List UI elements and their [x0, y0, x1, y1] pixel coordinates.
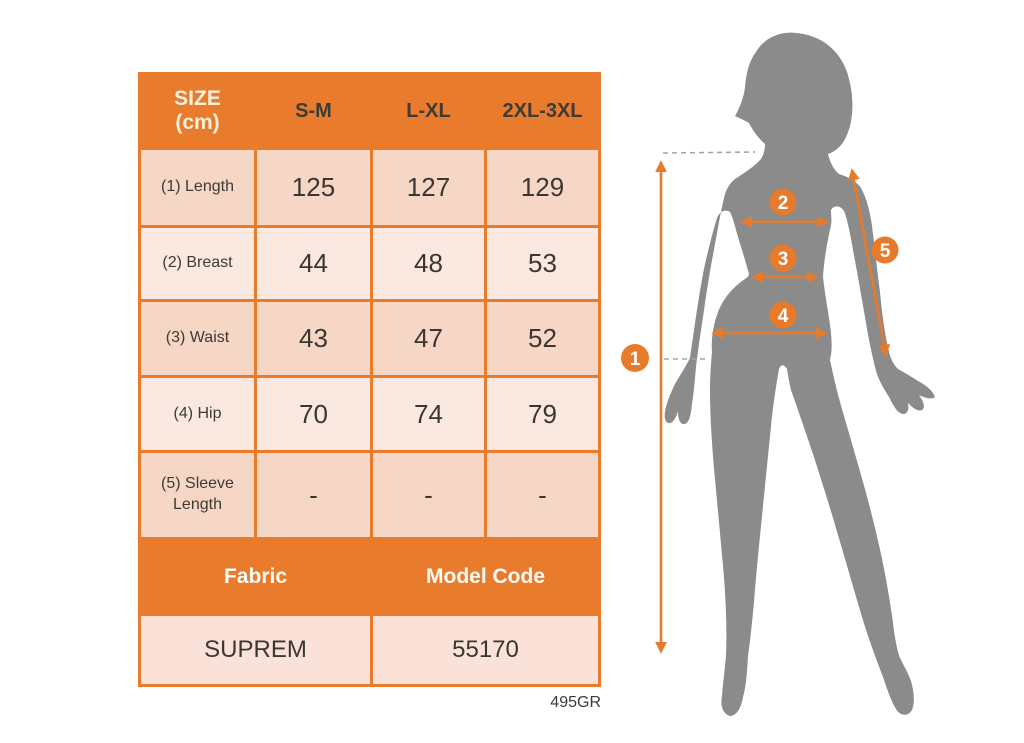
fabric-header: Fabric — [141, 540, 370, 613]
value-breast-sm: 44 — [257, 228, 370, 299]
value-waist-sm: 43 — [257, 302, 370, 375]
model-code-value: 55170 — [373, 616, 598, 684]
value-hip-lxl: 74 — [373, 378, 484, 450]
value-breast-2xl3xl: 53 — [487, 228, 598, 299]
marker-3: 3 — [769, 244, 797, 272]
value-hip-sm: 70 — [257, 378, 370, 450]
marker-1-label: 1 — [630, 349, 641, 370]
sleeve-arrow — [847, 168, 891, 357]
marker-1: 1 — [621, 344, 649, 372]
value-waist-2xl3xl: 52 — [487, 302, 598, 375]
size-table: SIZE (cm) S-M L-XL 2XL-3XL (1) Length 12… — [138, 72, 601, 687]
marker-2: 2 — [769, 188, 797, 216]
shoulder-dashed-line — [662, 151, 756, 154]
row-label-breast: (2) Breast — [141, 228, 254, 299]
size-column-header-lxl: L-XL — [373, 75, 484, 147]
marker-2-label: 2 — [778, 193, 789, 214]
row-label-hip: (4) Hip — [141, 378, 254, 450]
value-length-sm: 125 — [257, 150, 370, 225]
value-hip-2xl3xl: 79 — [487, 378, 598, 450]
marker-4-label: 4 — [778, 306, 789, 327]
value-sleeve-2xl3xl: - — [487, 453, 598, 537]
size-column-header-sm: S-M — [257, 75, 370, 147]
measurement-figure: 1 2 3 4 5 — [618, 0, 1013, 738]
value-waist-lxl: 47 — [373, 302, 484, 375]
size-column-header-2xl3xl: 2XL-3XL — [487, 75, 598, 147]
weight-note: 495GR — [550, 694, 601, 711]
value-length-lxl: 127 — [373, 150, 484, 225]
fabric-value: SUPREM — [141, 616, 370, 684]
female-silhouette — [664, 32, 935, 716]
marker-3-label: 3 — [778, 249, 789, 270]
row-label-length: (1) Length — [141, 150, 254, 225]
marker-5: 5 — [871, 236, 899, 264]
marker-5-label: 5 — [880, 241, 891, 262]
value-breast-lxl: 48 — [373, 228, 484, 299]
body-silhouette-diagram: 1 2 3 4 5 — [621, 32, 935, 716]
model-code-header: Model Code — [373, 540, 598, 613]
value-length-2xl3xl: 129 — [487, 150, 598, 225]
value-sleeve-sm: - — [257, 453, 370, 537]
row-label-sleeve-length: (5) Sleeve Length — [141, 453, 254, 537]
row-label-waist: (3) Waist — [141, 302, 254, 375]
marker-4: 4 — [769, 301, 797, 329]
value-sleeve-lxl: - — [373, 453, 484, 537]
size-table-header-size: SIZE (cm) — [141, 75, 254, 147]
size-header-label: SIZE (cm) — [174, 86, 221, 134]
